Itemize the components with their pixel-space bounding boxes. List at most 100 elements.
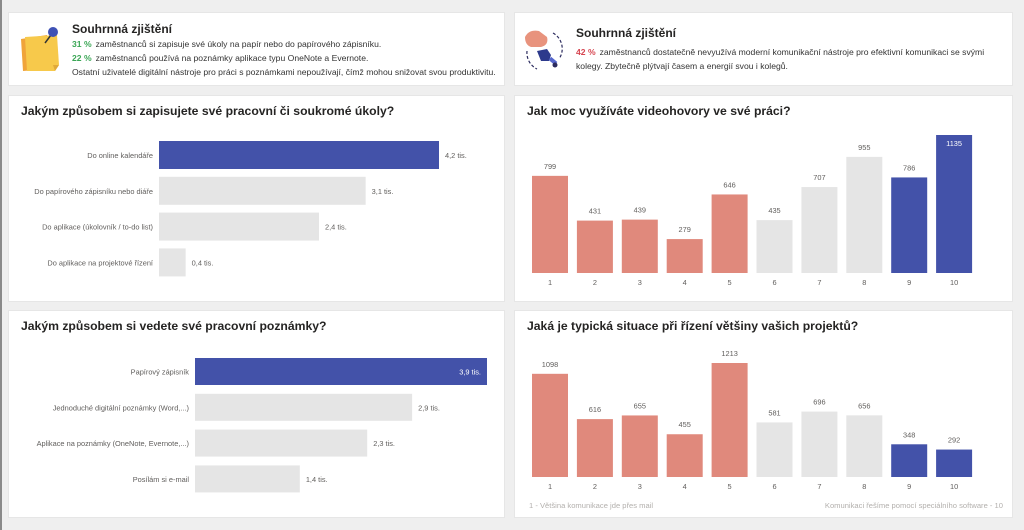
- summary-text-1: zaměstnanců dostatečně nevyužívá moderní…: [599, 47, 985, 57]
- x-tick-label: 1: [548, 482, 552, 491]
- x-tick-label: 7: [817, 278, 821, 287]
- chart-title: Jakým způsobem si zapisujete své pracovn…: [21, 104, 395, 118]
- data-label: 1213: [721, 349, 737, 358]
- summary-pct-1: 31 %: [72, 39, 92, 49]
- bar-2[interactable]: [195, 393, 413, 421]
- bar-10[interactable]: [936, 135, 973, 273]
- data-label: 786: [903, 163, 915, 172]
- hbar-chart-notes: Papírový zápisník 3,9 tis. Jednoduché digi…: [37, 358, 487, 493]
- chart-title: Jakým způsobem si vedete své pracovní po…: [21, 319, 327, 333]
- summary-line-3: Ostatní uživatelé digitální nástroje pro…: [72, 67, 496, 77]
- x-tick-label: 4: [683, 278, 687, 287]
- bar-2[interactable]: [576, 220, 613, 273]
- data-label: 707: [813, 173, 825, 182]
- data-label: 2,9 tis.: [418, 403, 440, 412]
- window-edge: [0, 0, 2, 530]
- data-label: 1135: [946, 139, 962, 148]
- vbar-chart-projects: 1098 1 616 2 655 3 455 4 1213 5 581 6 696 7 656 8 348 9 29…: [529, 349, 1003, 510]
- data-label: 279: [679, 225, 691, 234]
- x-tick-label: 5: [728, 482, 732, 491]
- bar-10[interactable]: [936, 449, 973, 477]
- x-tick-label: 3: [638, 482, 642, 491]
- summary-line-1: 42 % zaměstnanců dostatečně nevyužívá mod…: [576, 47, 984, 57]
- vbar-chart-video: 799 1 431 2 439 3 279 4 646 5 435 6 707 7 955 8 786 9 1135…: [532, 135, 973, 287]
- summary-pct: 42 %: [576, 47, 596, 57]
- bar-5[interactable]: [711, 363, 748, 477]
- bar-3[interactable]: [195, 429, 368, 457]
- x-tick-label: 10: [950, 278, 958, 287]
- bar-5[interactable]: [711, 194, 748, 273]
- chart-title: Jaká je typická situace při řízení větši…: [527, 319, 859, 333]
- hbar-chart-tasks: Do online kalendáře 4,2 tis. Do papírového…: [34, 141, 467, 277]
- bar-1[interactable]: [195, 358, 487, 385]
- summary-card-notes: Souhrnná zjištění 31 % zaměstnanců si zap…: [8, 12, 505, 86]
- bar-8[interactable]: [846, 415, 883, 477]
- category-label: Jednoduché digitální poznámky (Word,...): [53, 403, 189, 412]
- bar-4[interactable]: [666, 239, 703, 273]
- bar-1[interactable]: [532, 373, 568, 477]
- bar-2[interactable]: [576, 419, 613, 477]
- summary-text-2: zaměstnanců používá na poznámky aplikace…: [95, 53, 369, 63]
- bar-3[interactable]: [621, 415, 658, 477]
- category-label: Do aplikace na projektové řízení: [47, 258, 154, 267]
- x-tick-label: 2: [593, 482, 597, 491]
- data-label: 799: [544, 162, 556, 171]
- data-label: 2,4 tis.: [325, 223, 347, 232]
- chart-card-tasks: Jakým způsobem si zapisujete své pracovn…: [8, 95, 505, 302]
- handshake-robot-icon: [521, 25, 565, 75]
- bar-3[interactable]: [621, 219, 658, 273]
- data-label: 655: [634, 401, 646, 410]
- bar-1[interactable]: [532, 175, 568, 273]
- data-label: 696: [813, 398, 825, 407]
- x-tick-label: 1: [548, 278, 552, 287]
- x-tick-label: 4: [683, 482, 687, 491]
- chart-card-projects: Jaká je typická situace při řízení větši…: [514, 310, 1013, 518]
- bar-7[interactable]: [801, 187, 838, 273]
- x-tick-label: 8: [862, 278, 866, 287]
- data-label: 292: [948, 436, 960, 445]
- bar-4[interactable]: [159, 248, 186, 277]
- bar-3[interactable]: [159, 212, 319, 241]
- category-label: Posílám si e-mail: [133, 475, 190, 484]
- x-tick-label: 9: [907, 278, 911, 287]
- x-tick-label: 6: [772, 482, 776, 491]
- x-tick-label: 10: [950, 482, 958, 491]
- data-label: 2,3 tis.: [373, 439, 395, 448]
- bar-6[interactable]: [756, 422, 793, 477]
- bar-7[interactable]: [801, 411, 838, 477]
- bar-4[interactable]: [666, 434, 703, 477]
- x-tick-label: 5: [728, 278, 732, 287]
- scale-annotation-left: 1 - Většina komunikace jde přes mail: [529, 501, 653, 510]
- bar-9[interactable]: [891, 444, 928, 477]
- category-label: Do online kalendáře: [87, 151, 153, 160]
- x-tick-label: 3: [638, 278, 642, 287]
- summary-text-3: Ostatní uživatelé digitální nástroje pro…: [72, 67, 496, 77]
- chart-card-video: Jak moc využíváte videohovory ve své prá…: [514, 95, 1013, 302]
- chart-title: Jak moc využíváte videohovory ve své prá…: [527, 104, 791, 118]
- data-label: 431: [589, 207, 601, 216]
- chart-card-notes: Jakým způsobem si vedete své pracovní po…: [8, 310, 505, 518]
- summary-text-1: zaměstnanců si zapisuje své úkoly na pap…: [95, 39, 382, 49]
- category-label: Papírový zápisník: [131, 368, 190, 377]
- bar-9[interactable]: [891, 177, 928, 273]
- x-tick-label: 9: [907, 482, 911, 491]
- data-label: 3,9 tis.: [459, 368, 481, 377]
- data-label: 348: [903, 430, 915, 439]
- bar-4[interactable]: [195, 465, 300, 493]
- data-label: 955: [858, 143, 870, 152]
- data-label: 581: [768, 408, 780, 417]
- bar-2[interactable]: [159, 176, 366, 205]
- data-label: 0,4 tis.: [192, 258, 214, 267]
- x-tick-label: 6: [772, 278, 776, 287]
- summary-line-2: kolegy. Zbytečně plýtvají časem a energi…: [576, 61, 788, 71]
- bar-6[interactable]: [756, 220, 793, 273]
- summary-title: Souhrnná zjištění: [576, 26, 677, 40]
- sticky-note-icon: [17, 21, 67, 75]
- summary-pct-2: 22 %: [72, 53, 92, 63]
- x-tick-label: 2: [593, 278, 597, 287]
- summary-line-1: 31 % zaměstnanců si zapisuje své úkoly na…: [72, 39, 381, 49]
- data-label: 3,1 tis.: [372, 187, 394, 196]
- bar-8[interactable]: [846, 156, 883, 273]
- bar-1[interactable]: [159, 141, 439, 169]
- data-label: 439: [634, 206, 646, 215]
